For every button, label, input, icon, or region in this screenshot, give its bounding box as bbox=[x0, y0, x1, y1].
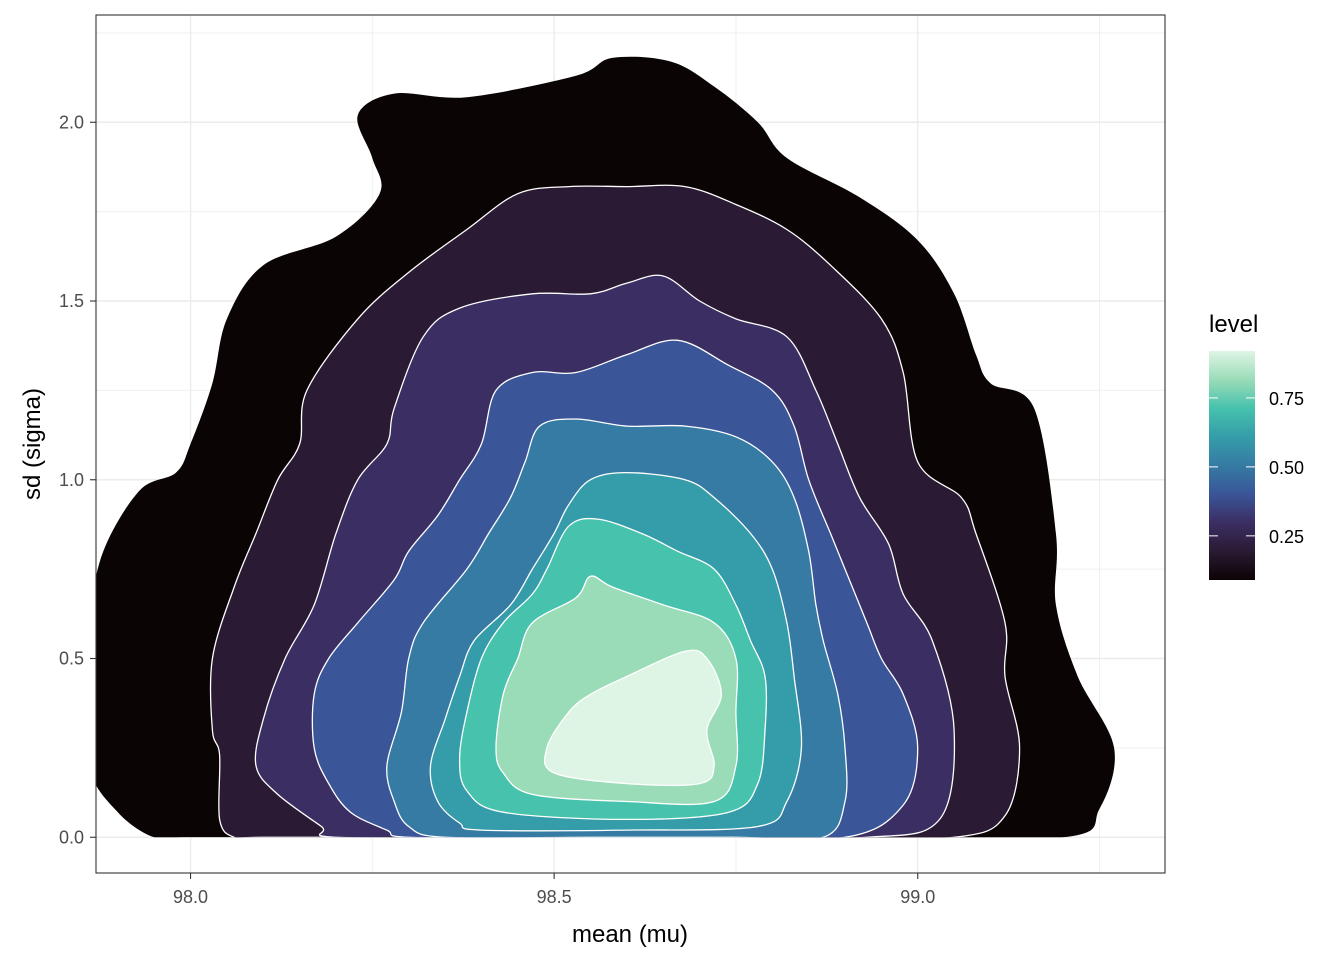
y-tick-label: 2.0 bbox=[59, 112, 84, 132]
contour-band bbox=[543, 649, 723, 787]
y-tick-label: 1.0 bbox=[59, 470, 84, 490]
plot-panel-border bbox=[95, 14, 1166, 874]
y-axis: 0.0 0.5 1.0 1.5 2.0 bbox=[59, 112, 96, 847]
x-axis-title: mean (mu) bbox=[572, 921, 688, 948]
x-tick-label: 98.0 bbox=[173, 887, 208, 907]
contour-bands bbox=[96, 56, 1115, 838]
x-tick-label: 99.0 bbox=[900, 887, 935, 907]
legend-title: level bbox=[1209, 311, 1258, 338]
legend-tick-label: 0.25 bbox=[1269, 527, 1304, 547]
y-tick-label: 0.5 bbox=[59, 649, 84, 669]
x-tick-label: 98.5 bbox=[537, 887, 572, 907]
legend-tick-label: 0.50 bbox=[1269, 458, 1304, 478]
legend-ticks: 0.25 0.50 0.75 bbox=[1209, 389, 1304, 547]
legend-tick-label: 0.75 bbox=[1269, 389, 1304, 409]
y-tick-label: 0.0 bbox=[59, 827, 84, 847]
y-axis-title: sd (sigma) bbox=[19, 388, 46, 500]
y-tick-label: 1.5 bbox=[59, 291, 84, 311]
legend-colorbar bbox=[1209, 351, 1255, 580]
legend: level 0.25 0.50 0.75 bbox=[1209, 311, 1304, 580]
x-axis: 98.0 98.5 99.0 bbox=[173, 873, 935, 907]
